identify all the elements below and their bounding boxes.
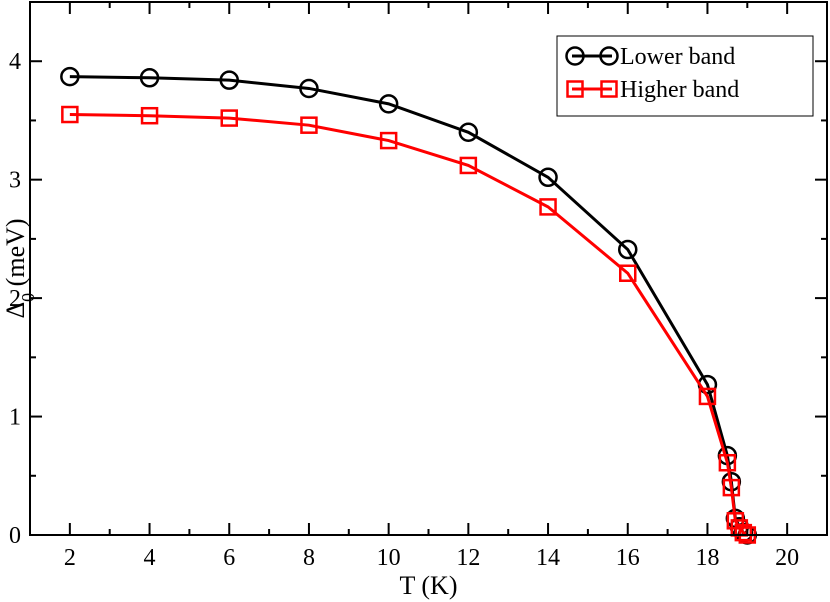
- data-point: [299, 78, 319, 99]
- x-tick-label-8: 8: [303, 545, 315, 571]
- x-tick-label-18: 18: [695, 545, 719, 571]
- data-point: [139, 68, 160, 88]
- data-point: [140, 106, 159, 125]
- x-tick-label-16: 16: [616, 545, 640, 571]
- x-tick-label-12: 12: [456, 545, 480, 571]
- data-point: [378, 94, 399, 114]
- data-point: [619, 264, 637, 282]
- legend-entry-1: Higher band: [566, 77, 739, 103]
- x-tick-label-14: 14: [536, 545, 560, 571]
- legend-marker: [600, 80, 618, 98]
- data-point: [459, 156, 478, 175]
- y-tick-label-1: 1: [9, 405, 21, 431]
- x-tick-label-2: 2: [64, 545, 76, 571]
- data-point: [538, 167, 558, 188]
- legend-label: Higher band: [620, 77, 739, 103]
- x-tick-label-4: 4: [144, 545, 156, 571]
- data-point: [60, 66, 80, 87]
- data-point: [618, 239, 638, 260]
- data-point: [698, 387, 717, 406]
- legend-label: Lower band: [620, 44, 735, 70]
- data-point: [458, 122, 479, 143]
- y-axis-unit: (meV): [1, 218, 30, 292]
- x-axis-title: T (K): [399, 571, 457, 600]
- series-0: [60, 66, 758, 545]
- series-layer: [60, 66, 758, 545]
- data-point: [539, 198, 557, 216]
- data-point: [718, 453, 737, 472]
- x-tick-label-6: 6: [223, 545, 235, 571]
- data-point: [300, 116, 318, 134]
- legend-marker: [565, 46, 585, 66]
- data-point: [219, 70, 239, 90]
- series-line-1: [69, 113, 749, 537]
- data-point: [61, 105, 79, 124]
- y-tick-label-0: 0: [9, 523, 21, 549]
- legend-marker: [566, 80, 584, 98]
- x-tick-label-20: 20: [775, 545, 799, 571]
- y-axis-title: Δ0 (meV): [1, 218, 38, 318]
- y-axis-symbol: Δ: [1, 302, 30, 319]
- y-axis-subscript: 0: [18, 293, 38, 302]
- legend-box: [556, 35, 814, 117]
- legend: Lower band Higher band: [556, 35, 814, 117]
- y-tick-label-3: 3: [9, 168, 21, 194]
- legend-marker: [599, 46, 619, 66]
- series-1: [61, 105, 757, 544]
- legend-entry-0: Lower band: [565, 44, 735, 70]
- y-tick-label-4: 4: [9, 49, 21, 75]
- y-tick-label-2: 2: [9, 286, 21, 312]
- data-point: [379, 131, 398, 150]
- legend-entries: Lower band Higher band: [565, 44, 739, 103]
- data-point: [220, 109, 238, 127]
- data-point: [734, 523, 753, 542]
- data-point: [722, 478, 741, 497]
- x-tick-label-10: 10: [377, 545, 401, 571]
